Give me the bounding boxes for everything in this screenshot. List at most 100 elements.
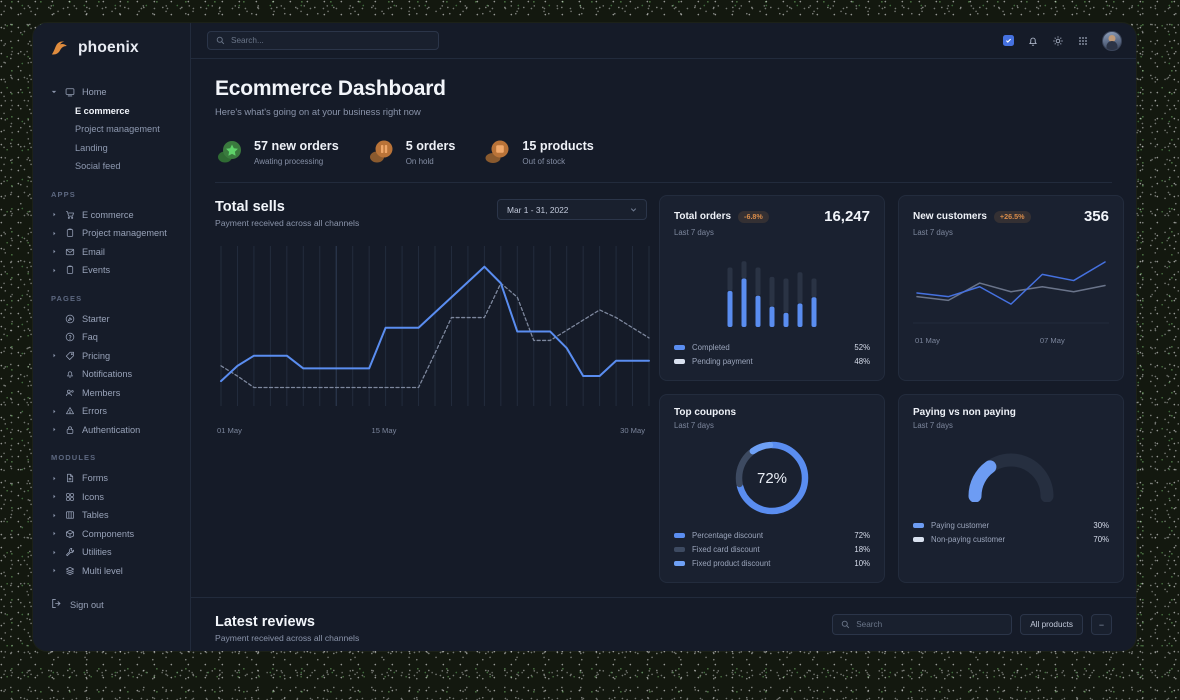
sidebar: phoenix Home E commerce Project managemen…: [33, 23, 191, 651]
sidebar-item-label: Faq: [82, 332, 98, 343]
nav-spacer: [33, 280, 190, 294]
chevron-right-icon: [51, 353, 57, 358]
sidebar-item-label: Notifications: [82, 369, 133, 380]
legend-item: Completed 52%: [674, 340, 870, 354]
sidebar-signout-label: Sign out: [70, 599, 104, 610]
sidebar-item-home[interactable]: Home: [33, 83, 190, 102]
sidebar-item-tables[interactable]: Tables: [33, 506, 190, 525]
sidebar-item-icons[interactable]: Icons: [33, 488, 190, 507]
warning-triangle-icon: [64, 406, 75, 416]
search-icon: [841, 616, 850, 634]
legend-swatch: [913, 522, 924, 528]
legend-value: 10%: [854, 558, 870, 568]
global-search[interactable]: [207, 31, 439, 50]
chevron-down-icon: [630, 205, 637, 215]
sidebar-item-email[interactable]: Email: [33, 243, 190, 262]
new-customers-title: New customers: [913, 211, 987, 222]
legend-item: Percentage discount 72%: [674, 528, 870, 542]
reviews-search[interactable]: [832, 614, 1013, 635]
sidebar-item-signout[interactable]: Sign out: [33, 598, 190, 611]
sidebar-item-faq[interactable]: Faq: [33, 328, 190, 347]
total-sells-panel: Total sells Payment received across all …: [191, 183, 659, 583]
all-products-filter-button[interactable]: All products: [1020, 614, 1083, 635]
donut-wrap: 72%: [674, 436, 870, 520]
chevron-right-icon: [51, 513, 57, 518]
brand-name: phoenix: [78, 39, 139, 56]
document-icon: [64, 473, 75, 483]
date-range-select[interactable]: Mar 1 - 31, 2022: [497, 199, 647, 220]
total-orders-bar-svg: [727, 261, 817, 327]
sidebar-item-pricing[interactable]: Pricing: [33, 347, 190, 366]
sidebar-item-e-commerce[interactable]: E commerce: [33, 206, 190, 225]
gear-icon[interactable]: [1052, 35, 1064, 47]
reviews-header: Latest reviews Payment received across a…: [215, 614, 1112, 643]
total-orders-head: Total orders -6.8% 16,247: [674, 208, 870, 225]
brand-logo[interactable]: phoenix: [33, 23, 190, 57]
sidebar-item-errors[interactable]: Errors: [33, 402, 190, 421]
sidebar-item-notifications[interactable]: Notifications: [33, 365, 190, 384]
quick-stat-value: 15 products: [522, 139, 594, 153]
question-circle-icon: [64, 332, 75, 342]
quick-stat-value: 5 orders: [405, 139, 456, 153]
sidebar-item-starter[interactable]: Starter: [33, 310, 190, 329]
legend-item: Fixed card discount 18%: [674, 542, 870, 556]
nav-spacer: [33, 176, 190, 190]
paying-head: Paying vs non paying: [913, 407, 1109, 418]
latest-reviews-section: Latest reviews Payment received across a…: [191, 597, 1136, 651]
sidebar-subitem-social-feed[interactable]: Social feed: [75, 161, 121, 172]
sidebar-item-label: Authentication: [82, 424, 141, 435]
grid-apps-icon[interactable]: [1077, 35, 1089, 47]
sidebar-subitem-project-management[interactable]: Project management: [75, 124, 160, 135]
chevron-right-icon: [51, 249, 57, 254]
bell-icon[interactable]: [1027, 35, 1039, 47]
x-tick-end: 07 May: [1039, 336, 1065, 345]
sidebar-item-components[interactable]: Components: [33, 525, 190, 544]
paying-legend: Paying customer 30% Non-paying customer 70%: [913, 518, 1109, 546]
theme-toggle-icon[interactable]: [1003, 35, 1014, 46]
new-customers-subtitle: Last 7 days: [913, 228, 953, 237]
search-icon: [216, 32, 225, 50]
topbar: [191, 23, 1136, 59]
green-star-badge-icon: [215, 138, 245, 166]
main-area: Ecommerce Dashboard Here's what's going …: [191, 23, 1136, 651]
avatar[interactable]: [1102, 30, 1122, 51]
sidebar-item-members[interactable]: Members: [33, 384, 190, 403]
dashboard-window: phoenix Home E commerce Project managemen…: [33, 23, 1136, 651]
package-icon: [64, 529, 75, 539]
topbar-icons: [1003, 30, 1122, 51]
chevron-right-icon: [51, 212, 57, 217]
sidebar-item-label: Pricing: [82, 350, 111, 361]
reviews-search-input[interactable]: [856, 620, 1004, 629]
reviews-more-button[interactable]: −: [1091, 614, 1112, 635]
top-coupons-subtitle: Last 7 days: [674, 421, 714, 430]
sidebar-item-multi-level[interactable]: Multi level: [33, 562, 190, 581]
sidebar-home-children: E commerce Project management Landing Socia…: [33, 102, 190, 176]
chevron-right-icon: [51, 476, 57, 481]
sidebar-item-utilities[interactable]: Utilities: [33, 543, 190, 562]
kpi-cards: Total orders -6.8% 16,247 Last 7 days Co…: [659, 183, 1136, 583]
legend-swatch: [674, 358, 685, 364]
tag-icon: [64, 351, 75, 361]
sidebar-item-events[interactable]: Events: [33, 261, 190, 280]
chevron-right-icon: [51, 494, 57, 499]
legend-label: Fixed card discount: [692, 544, 760, 554]
sidebar-subitem-landing[interactable]: Landing: [75, 142, 108, 153]
paying-title: Paying vs non paying: [913, 407, 1016, 418]
nav-group-label-modules: MODULES: [51, 453, 97, 462]
gauge-wrap: [913, 444, 1109, 502]
total-orders-subtitle: Last 7 days: [674, 228, 714, 237]
sidebar-item-authentication[interactable]: Authentication: [33, 421, 190, 440]
sidebar-item-label: Tables: [82, 510, 109, 521]
sidebar-item-label: Errors: [82, 406, 108, 417]
table-icon: [64, 510, 75, 520]
sidebar-item-project-management[interactable]: Project management: [33, 224, 190, 243]
envelope-icon: [64, 247, 75, 257]
search-input[interactable]: [231, 36, 430, 45]
bell-icon: [64, 369, 75, 379]
sidebar-subitem-e-commerce[interactable]: E commerce: [75, 105, 130, 116]
sidebar-item-label: Project management: [82, 228, 167, 239]
chevron-down-icon: [51, 89, 57, 95]
phoenix-bird-icon: [51, 40, 71, 57]
sidebar-item-forms[interactable]: Forms: [33, 469, 190, 488]
top-coupons-head: Top coupons: [674, 407, 870, 418]
